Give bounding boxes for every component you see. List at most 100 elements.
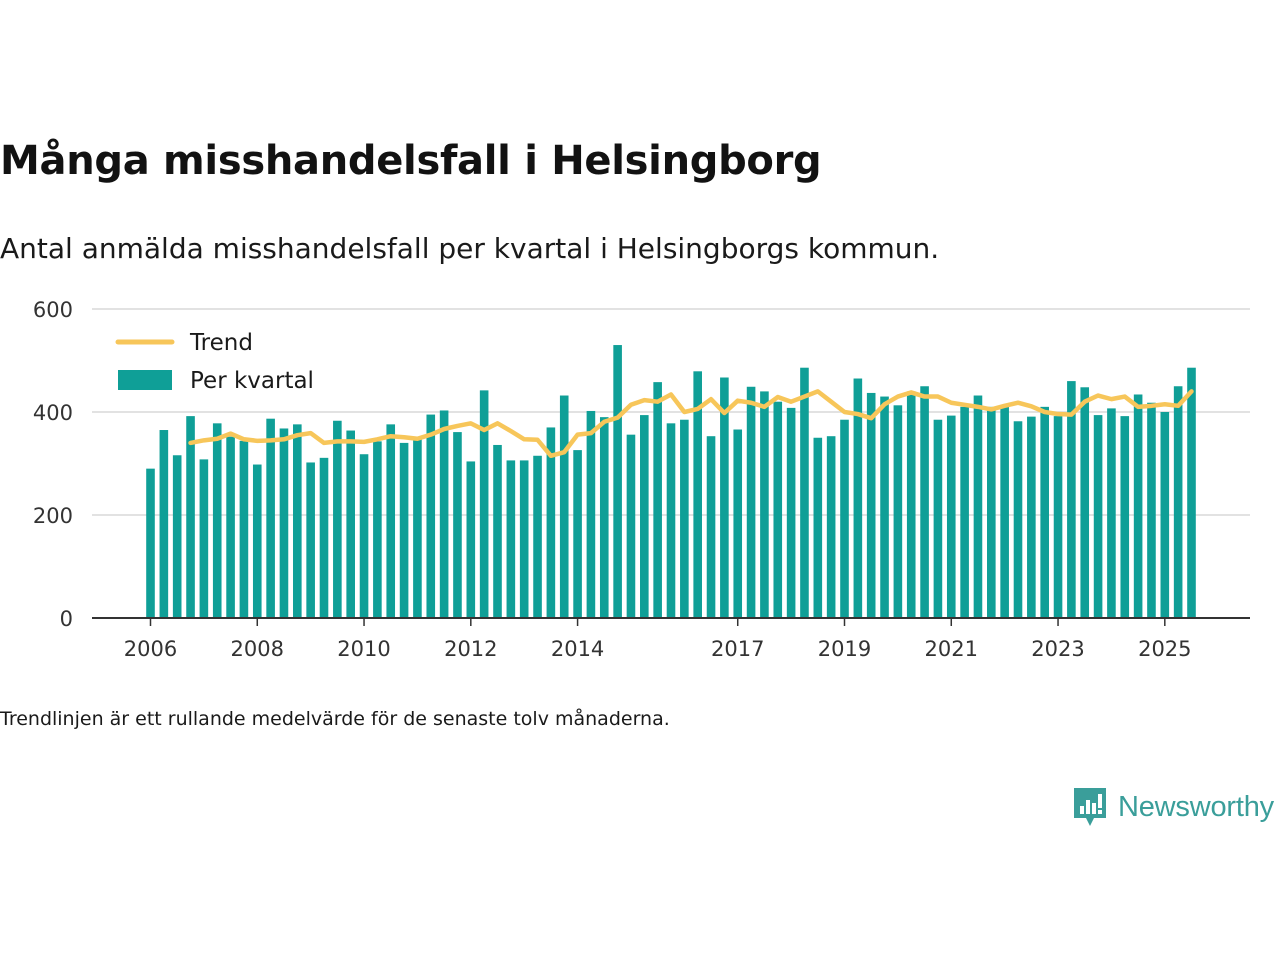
bar bbox=[1160, 412, 1170, 618]
bar bbox=[786, 407, 796, 618]
legend: Trend Per kvartal bbox=[115, 330, 314, 394]
x-tick-label: 2006 bbox=[124, 637, 177, 661]
bar bbox=[813, 437, 823, 618]
bar bbox=[586, 410, 596, 618]
bar bbox=[1000, 405, 1009, 618]
bar bbox=[546, 427, 556, 618]
x-tick-label: 2023 bbox=[1031, 637, 1084, 661]
bar bbox=[626, 434, 636, 618]
bar bbox=[666, 423, 676, 618]
y-tick-label: 400 bbox=[33, 401, 73, 425]
bar bbox=[319, 457, 329, 618]
trend-line bbox=[188, 389, 1194, 459]
x-tick-label: 2008 bbox=[231, 637, 284, 661]
bar bbox=[746, 386, 756, 618]
y-tick-label: 600 bbox=[33, 298, 73, 322]
bar bbox=[186, 416, 195, 618]
bar bbox=[973, 395, 983, 618]
x-tick-label: 2014 bbox=[551, 637, 604, 661]
bar bbox=[599, 417, 609, 618]
bar bbox=[933, 419, 943, 618]
bar bbox=[946, 415, 956, 618]
bar bbox=[693, 371, 702, 618]
bar bbox=[533, 455, 542, 618]
bar bbox=[1120, 416, 1130, 618]
bar bbox=[866, 392, 876, 618]
bar bbox=[333, 420, 342, 618]
brand-logo[interactable]: Newsworthy bbox=[1072, 786, 1274, 828]
bar bbox=[987, 406, 996, 618]
bar bbox=[493, 444, 502, 618]
bar bbox=[773, 401, 783, 618]
bar bbox=[439, 410, 449, 618]
x-tick-label: 2019 bbox=[818, 637, 871, 661]
legend-bar-label: Per kvartal bbox=[190, 368, 314, 394]
bar bbox=[559, 395, 569, 618]
bar bbox=[733, 429, 743, 618]
bar bbox=[426, 414, 436, 618]
bar bbox=[1080, 387, 1090, 618]
bar bbox=[479, 390, 489, 618]
bar bbox=[399, 442, 409, 618]
bar bbox=[720, 377, 729, 618]
bar bbox=[653, 382, 662, 618]
bar bbox=[1093, 415, 1103, 618]
chart-subtitle: Antal anmälda misshandelsfall per kvarta… bbox=[0, 232, 940, 265]
bar bbox=[706, 436, 716, 618]
x-tick-label: 2012 bbox=[444, 637, 497, 661]
bar bbox=[840, 419, 849, 618]
bar bbox=[880, 396, 889, 618]
bar bbox=[1027, 416, 1036, 618]
bar bbox=[613, 345, 622, 618]
bar bbox=[226, 436, 235, 618]
bar bbox=[960, 406, 969, 618]
bar bbox=[1067, 381, 1076, 618]
bar bbox=[266, 418, 275, 618]
bars-layer bbox=[146, 345, 1196, 618]
bar bbox=[800, 367, 809, 618]
bar bbox=[640, 415, 649, 618]
bar bbox=[159, 430, 169, 618]
bar bbox=[293, 424, 302, 618]
bar bbox=[172, 455, 182, 618]
bar bbox=[453, 432, 462, 618]
brand-name: Newsworthy bbox=[1118, 790, 1274, 823]
bar bbox=[1173, 386, 1183, 618]
bar bbox=[1053, 416, 1063, 618]
bar bbox=[146, 468, 155, 618]
bar bbox=[279, 428, 289, 618]
bar bbox=[1187, 367, 1196, 618]
bar bbox=[413, 437, 422, 618]
bar bbox=[519, 460, 529, 618]
x-tick-label: 2017 bbox=[711, 637, 764, 661]
legend-bar-swatch bbox=[118, 370, 172, 390]
bar bbox=[680, 419, 689, 618]
bar bbox=[1147, 402, 1156, 618]
bar bbox=[212, 423, 222, 618]
bar bbox=[199, 459, 209, 618]
y-tick-label: 200 bbox=[33, 504, 73, 528]
chart: 0 200 400 600 2006 2008 2010 2012 2014 2017 2019 20… bbox=[33, 298, 1250, 661]
bar bbox=[573, 450, 582, 618]
legend-trend-label: Trend bbox=[189, 330, 253, 356]
x-tick-label: 2025 bbox=[1138, 637, 1191, 661]
axis-layer: 0 200 400 600 2006 2008 2010 2012 2014 2017 2019 20… bbox=[33, 298, 1250, 661]
bar bbox=[506, 460, 516, 618]
x-tick-label: 2010 bbox=[337, 637, 390, 661]
bar bbox=[853, 378, 863, 618]
bar bbox=[252, 464, 262, 618]
bar bbox=[893, 405, 903, 618]
y-tick-label: 0 bbox=[60, 607, 73, 631]
x-tick-label: 2021 bbox=[925, 637, 978, 661]
chart-title: Många misshandelsfall i Helsingborg bbox=[0, 138, 822, 184]
bar bbox=[906, 391, 916, 618]
footnote: Trendlinjen är ett rullande medelvärde f… bbox=[0, 708, 670, 730]
bar bbox=[386, 424, 396, 618]
newsworthy-logo-icon bbox=[1074, 788, 1106, 826]
bar bbox=[760, 391, 769, 618]
bar bbox=[1133, 394, 1143, 618]
bar bbox=[373, 441, 382, 618]
bar bbox=[466, 461, 476, 618]
bar bbox=[346, 430, 355, 618]
bar bbox=[306, 462, 315, 618]
